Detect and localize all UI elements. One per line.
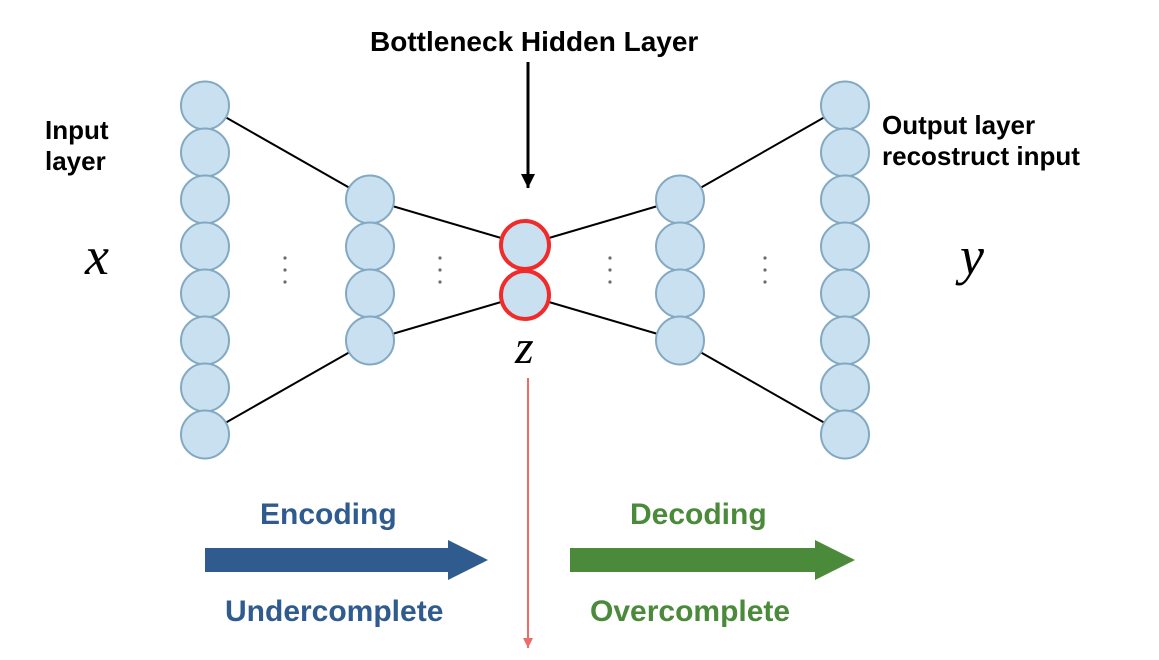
layer-node (181, 129, 229, 177)
ellipsis-dot (283, 280, 286, 283)
ellipsis-dot (438, 280, 441, 283)
layer-node (181, 176, 229, 224)
layer-node (821, 364, 869, 412)
layer-node (821, 411, 869, 459)
overcomplete-label: Overcomplete (590, 595, 790, 629)
title-label: Bottleneck Hidden Layer (370, 25, 698, 59)
ellipsis-dot (608, 256, 611, 259)
ellipsis-dot (763, 268, 766, 271)
layer-node (656, 270, 704, 318)
layer-node (346, 176, 394, 224)
input-layer-label: Input layer (45, 115, 109, 177)
layer-node (181, 82, 229, 130)
layer-node (181, 270, 229, 318)
layer-node (821, 129, 869, 177)
layer-node (181, 223, 229, 271)
layer-node (821, 223, 869, 271)
layer-node (656, 223, 704, 271)
decoding-label: Decoding (630, 498, 767, 532)
diagram-svg (0, 0, 1159, 660)
ellipsis-dot (283, 256, 286, 259)
y-variable: y (960, 225, 984, 287)
ellipsis-dot (283, 268, 286, 271)
ellipsis-dot (763, 280, 766, 283)
arrow (521, 62, 535, 188)
layer-node (821, 270, 869, 318)
ellipsis-dot (438, 256, 441, 259)
layer-node (181, 317, 229, 365)
block-arrow (205, 540, 488, 580)
layer-node (821, 82, 869, 130)
diagram-stage: Bottleneck Hidden Layer Input layer Outp… (0, 0, 1159, 660)
encoding-label: Encoding (260, 498, 397, 532)
output-layer-label: Output layer recostruct input (882, 110, 1080, 172)
layer-node (346, 317, 394, 365)
ellipsis-dot (608, 268, 611, 271)
layer-node (656, 176, 704, 224)
layer-node (821, 176, 869, 224)
layer-node (181, 411, 229, 459)
ellipsis-dot (438, 268, 441, 271)
layer-node (821, 317, 869, 365)
arrow (523, 378, 533, 648)
x-variable: x (85, 225, 109, 287)
ellipsis-dot (763, 256, 766, 259)
z-variable: z (515, 320, 534, 375)
bottleneck-node (501, 271, 549, 319)
layer-node (346, 223, 394, 271)
block-arrow (570, 540, 855, 580)
layer-node (656, 317, 704, 365)
undercomplete-label: Undercomplete (225, 595, 443, 629)
layer-node (181, 364, 229, 412)
bottleneck-node (501, 221, 549, 269)
ellipsis-dot (608, 280, 611, 283)
layer-node (346, 270, 394, 318)
